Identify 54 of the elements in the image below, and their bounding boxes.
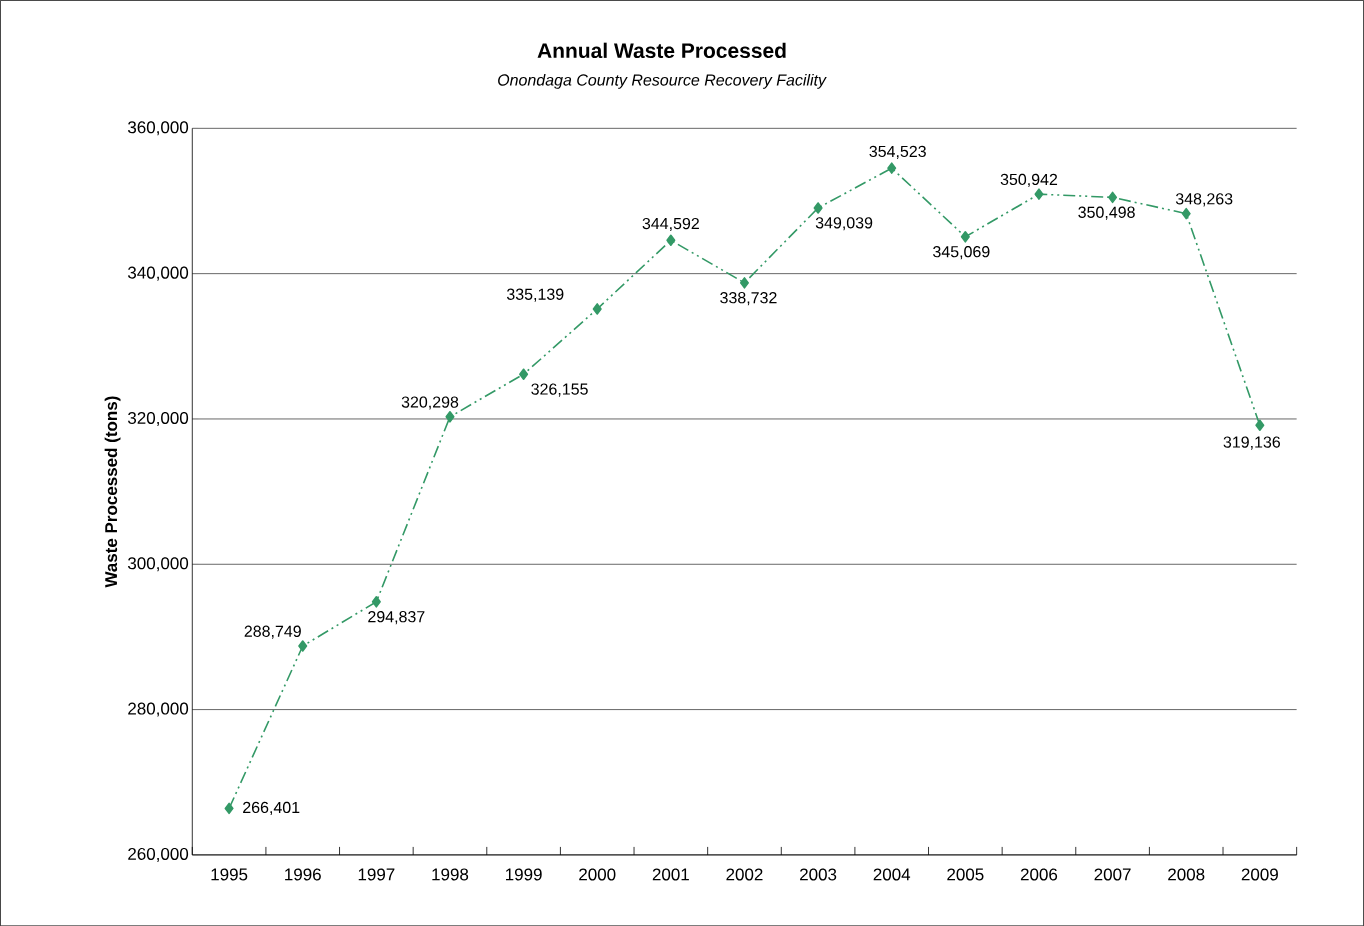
y-tick-label: 260,000 [128,847,189,862]
data-label: 319,136 [1223,436,1281,450]
y-tick-label: 320,000 [127,411,189,426]
x-tick-label: 2000 [579,868,616,881]
chart-title: Annual Waste Processed [537,42,786,58]
y-tick-label: 280,000 [128,702,189,717]
point [592,303,602,315]
data-label: 344,592 [642,217,699,231]
x-tick-label: 1997 [358,868,395,881]
point [666,234,676,246]
data-label: 348,263 [1175,193,1233,207]
point [371,595,381,608]
x-tick-label: 1996 [285,868,321,881]
point [1255,419,1265,431]
x-tick-label: 1999 [506,868,542,881]
point [813,202,823,214]
data-label: 354,523 [869,145,926,159]
data-label: 326,155 [531,383,588,397]
data-label: 320,298 [401,396,459,410]
data-label: 288,749 [244,625,301,639]
point [1108,191,1118,204]
y-tick-label: 360,000 [127,121,189,136]
data-label: 350,942 [1000,173,1058,187]
point [519,368,529,380]
point [1181,207,1191,220]
data-label: 338,732 [720,291,777,306]
x-tick-label: 2002 [726,868,763,881]
data-label: 294,837 [368,610,425,625]
y-tick-label: 340,000 [127,266,189,281]
x-tick-label: 2001 [652,868,689,881]
data-label: 345,069 [933,245,990,260]
y-tick-label: 300,000 [127,557,189,572]
x-tick-label: 1998 [432,868,469,881]
x-tick-label: 2009 [1241,868,1278,881]
x-tick-label: 2006 [1020,868,1058,881]
data-label: 335,139 [506,288,564,302]
chart-subtitle: Onondaga County Resource Recovery Facility [498,73,827,89]
point [960,230,970,243]
point [445,410,455,423]
point [1034,188,1044,200]
x-tick-label: 2007 [1094,868,1131,881]
x-tick-label: 2003 [800,868,837,881]
y-axis-title: Waste Processed (tons) [104,396,121,588]
x-tick-label: 2004 [873,868,911,881]
point [739,276,750,289]
x-tick-label: 2005 [947,868,984,881]
point [224,802,234,815]
point [298,640,308,652]
x-tick-label: 2008 [1168,868,1205,881]
x-tick-label: 1995 [211,868,248,881]
data-label: 350,498 [1078,206,1135,220]
data-label: 349,039 [815,217,873,231]
point [887,162,897,174]
data-label: 266,401 [243,801,300,815]
